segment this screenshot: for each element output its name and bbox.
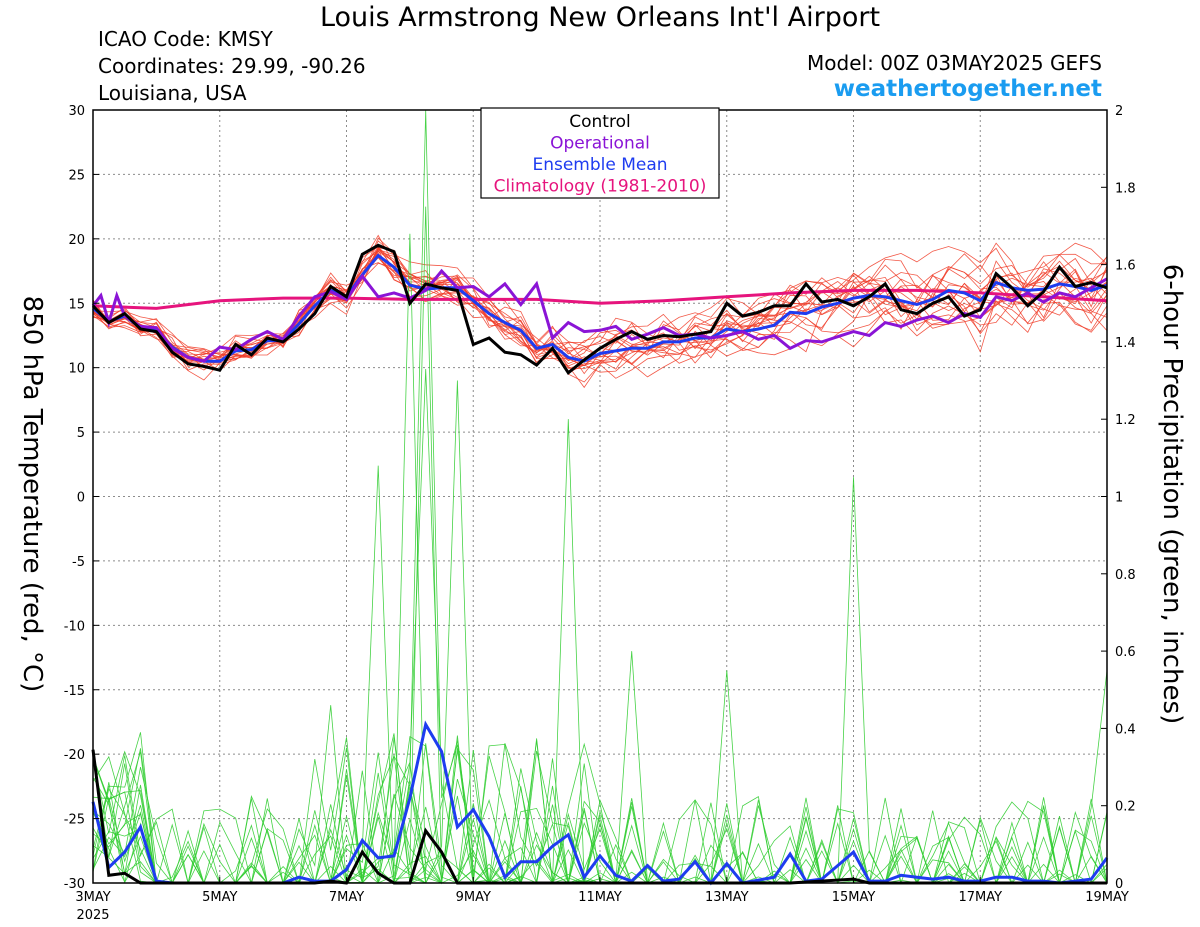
y-left-tick-label: -5 [72, 555, 85, 570]
y-left-tick-label: 10 [68, 362, 85, 377]
y-right-tick-label: 1.6 [1115, 259, 1136, 274]
x-tick-label: 11MAY [578, 890, 622, 905]
legend-entry: Control [569, 112, 630, 132]
x-tick-label: 3MAY [75, 890, 110, 905]
y-right-tick-label: 1 [1115, 491, 1123, 506]
y-left-tick-label: 20 [68, 233, 85, 248]
model-run: Model: 00Z 03MAY2025 GEFS [807, 51, 1102, 75]
y-right-axis-label: 6-hour Precipitation (green, inches) [1157, 263, 1187, 725]
legend-entry: Operational [550, 134, 650, 154]
x-tick-label: 17MAY [958, 890, 1002, 905]
y-right-tick-label: 1.8 [1115, 181, 1136, 196]
y-right-tick-label: 0 [1115, 877, 1123, 892]
y-right-tick-label: 0.4 [1115, 722, 1136, 737]
climatology-line [92, 288, 1108, 310]
ensemble-precip-member [92, 749, 1108, 885]
y-right-tick-label: 0.6 [1115, 645, 1136, 660]
y-left-tick-label: -30 [64, 877, 85, 892]
coordinates: Coordinates: 29.99, -90.26 [98, 54, 366, 78]
ensemble-temperature-member [92, 247, 1108, 358]
y-right-tick-label: 1.4 [1115, 336, 1136, 351]
y-left-tick-label: 25 [68, 168, 85, 183]
icao-code: ICAO Code: KMSY [98, 27, 273, 51]
x-tick-label: 15MAY [832, 890, 876, 905]
y-left-tick-label: 15 [68, 297, 85, 312]
y-left-tick-label: 5 [77, 426, 85, 441]
operational-temperature-line [91, 268, 1108, 363]
y-left-tick-label: 0 [77, 491, 85, 506]
ensemble-precip-member [92, 732, 1108, 885]
y-left-tick-label: -20 [64, 748, 85, 763]
site-link[interactable]: weathertogether.net [833, 76, 1102, 102]
legend-entry: Climatology (1981-2010) [494, 177, 707, 197]
y-left-tick-label: -10 [64, 619, 85, 634]
x-tick-sublabel: 2025 [76, 908, 109, 923]
location: Louisiana, USA [98, 81, 247, 105]
chart-title: Louis Armstrong New Orleans Int'l Airpor… [319, 2, 881, 33]
ensemble-precip-member [92, 735, 1107, 885]
x-tick-label: 7MAY [329, 890, 364, 905]
control-temperature-line [91, 243, 1108, 376]
y-left-axis-label: 850 hPa Temperature (red, °C) [17, 295, 47, 693]
y-right-tick-label: 0.2 [1115, 800, 1136, 815]
x-tick-label: 19MAY [1085, 890, 1129, 905]
y-right-tick-label: 1.2 [1115, 413, 1136, 428]
y-left-tick-label: -25 [64, 813, 85, 828]
y-left-tick-label: -15 [64, 684, 85, 699]
y-right-tick-label: 2 [1115, 104, 1123, 119]
y-right-tick-label: 0.8 [1115, 568, 1136, 583]
legend-box [480, 107, 720, 199]
x-tick-label: 5MAY [202, 890, 237, 905]
y-left-tick-label: 30 [68, 104, 85, 119]
ensemble-precip-member [92, 670, 1108, 885]
x-tick-label: 9MAY [456, 890, 491, 905]
legend-entry: Ensemble Mean [532, 155, 667, 175]
ensemble-temperature-member [92, 242, 1108, 362]
x-tick-label: 13MAY [705, 890, 749, 905]
